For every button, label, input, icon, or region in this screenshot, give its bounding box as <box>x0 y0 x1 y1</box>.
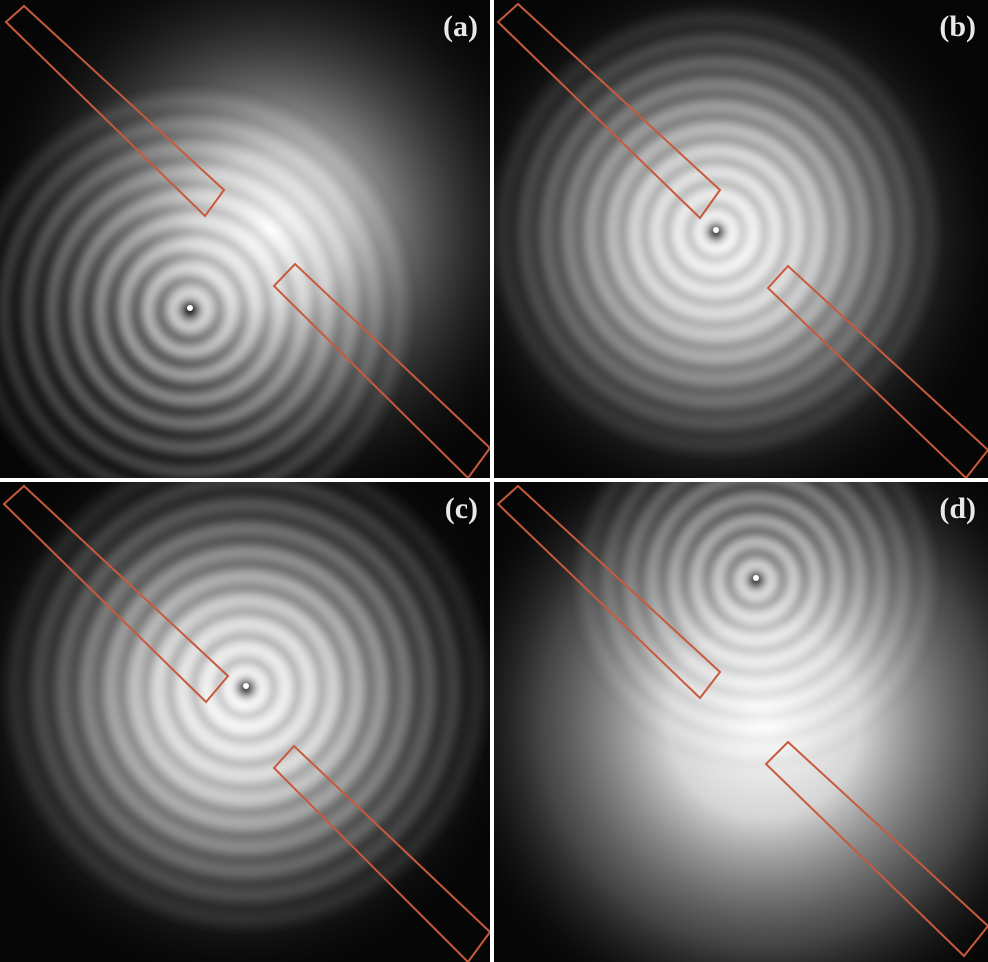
bright-ring <box>651 167 781 297</box>
bright-ring <box>585 101 847 363</box>
bright-ring <box>695 211 737 253</box>
dark-ring <box>576 92 856 372</box>
dark-ring <box>642 158 790 306</box>
panel-c-beamstop-upper <box>2 484 230 704</box>
dark-ring <box>143 585 349 791</box>
bright-ring <box>201 643 291 733</box>
bright-ring <box>541 57 891 407</box>
dark-ring <box>133 253 247 367</box>
bright-ring <box>0 119 381 478</box>
dark-ring <box>598 114 834 350</box>
bright-ring <box>735 559 777 601</box>
bright-ring <box>647 482 865 689</box>
bright-ring <box>177 619 315 757</box>
bright-ring <box>95 215 285 405</box>
bright-ring <box>167 287 213 333</box>
dark-ring <box>47 489 445 887</box>
panel-a-beamstop-lower <box>272 262 490 478</box>
bright-ring <box>607 123 825 341</box>
dark-ring <box>660 484 852 676</box>
dark-ring <box>0 482 490 935</box>
panel-a-rings <box>0 85 415 478</box>
bright-ring <box>563 79 869 385</box>
panel-c-image <box>0 482 490 962</box>
dark-ring <box>704 528 808 632</box>
panel-c-beam-center <box>243 683 249 689</box>
bright-ring <box>603 482 909 733</box>
bright-ring <box>9 482 483 925</box>
bright-ring <box>47 167 333 453</box>
dark-ring <box>664 180 768 284</box>
panel-b-image <box>494 0 988 478</box>
dark-ring <box>594 482 918 742</box>
bright-ring <box>625 482 887 711</box>
dark-ring <box>554 70 878 394</box>
panel-b-beam-center <box>713 227 719 233</box>
dark-ring <box>61 181 319 439</box>
bright-ring <box>71 191 309 429</box>
bright-ring <box>0 95 405 478</box>
bright-ring <box>143 263 237 357</box>
dark-ring <box>510 26 922 438</box>
bright-ring <box>519 35 913 429</box>
bright-ring <box>119 239 261 381</box>
dark-ring <box>109 229 271 391</box>
dark-ring <box>494 4 944 460</box>
dark-ring <box>638 482 874 698</box>
panel-b-label: (b) <box>939 10 976 43</box>
panel-d-image <box>494 482 988 962</box>
bright-ring <box>105 547 387 829</box>
bright-ring <box>629 145 803 319</box>
dark-ring <box>191 633 301 743</box>
panel-a-beam-center <box>187 305 193 311</box>
panel-a-beamstop-upper <box>4 4 226 218</box>
panel-b-beamstop-lower <box>766 264 988 478</box>
bright-ring <box>669 493 843 667</box>
bright-ring <box>713 537 799 623</box>
panel-c-beamstop-lower <box>272 744 490 962</box>
dark-ring <box>13 133 367 478</box>
dark-ring <box>167 609 325 767</box>
dark-ring <box>686 202 746 262</box>
bright-ring <box>225 667 267 709</box>
panel-c: (c) <box>0 482 490 962</box>
dark-ring <box>119 561 373 815</box>
dark-ring <box>532 48 900 416</box>
dark-ring <box>0 85 415 478</box>
panel-d-beamstop-lower <box>764 740 988 958</box>
dark-ring <box>85 205 295 415</box>
panel-d-beamstop-upper <box>496 484 722 700</box>
panel-a: (a) <box>0 0 490 478</box>
dark-ring <box>0 109 391 478</box>
panel-d-beam-center <box>753 575 759 581</box>
panel-c-label: (c) <box>444 492 478 525</box>
dark-ring <box>726 550 786 610</box>
panel-b-beamstop-upper <box>496 2 722 220</box>
panel-d: (d) <box>494 482 988 962</box>
bright-ring <box>497 13 935 451</box>
panel-c-rings <box>0 482 490 935</box>
dark-ring <box>620 136 812 328</box>
bright-ring <box>33 482 459 901</box>
panel-d-rings <box>572 482 940 764</box>
panel-b-rings <box>494 4 944 460</box>
bright-ring <box>691 515 821 645</box>
dark-ring <box>23 482 469 911</box>
panel-a-image <box>0 0 490 478</box>
bright-ring <box>153 595 339 781</box>
dark-ring <box>157 277 223 343</box>
bright-ring <box>57 499 435 877</box>
bright-ring <box>81 523 411 853</box>
dark-ring <box>95 537 397 839</box>
panel-b: (b) <box>494 0 988 478</box>
panel-a-label: (a) <box>443 10 478 43</box>
dark-ring <box>682 506 830 654</box>
bright-ring <box>581 482 931 755</box>
bright-ring <box>129 571 363 805</box>
dark-ring <box>572 482 940 764</box>
bright-ring <box>23 143 357 477</box>
dark-ring <box>71 513 421 863</box>
panel-d-label: (d) <box>939 492 976 525</box>
